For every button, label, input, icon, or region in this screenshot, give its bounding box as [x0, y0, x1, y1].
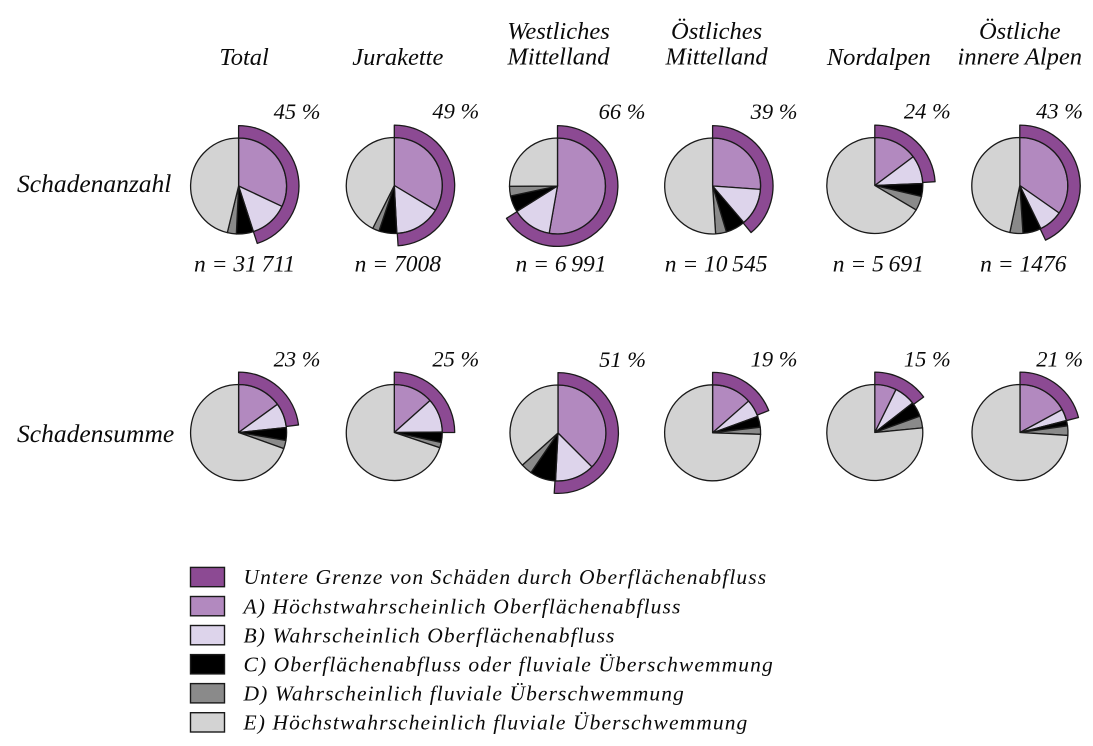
svg-text:Total: Total: [219, 44, 269, 71]
svg-text:39 %: 39 %: [750, 99, 798, 124]
svg-text:n = 10 545: n = 10 545: [665, 252, 768, 278]
svg-text:n = 5 691: n = 5 691: [833, 252, 924, 278]
svg-text:19 %: 19 %: [751, 347, 798, 372]
svg-text:B) Wahrscheinlich Oberflächena: B) Wahrscheinlich Oberflächenabfluss: [244, 623, 616, 647]
svg-text:Schadensumme: Schadensumme: [17, 419, 174, 448]
svg-text:Untere Grenze von Schäden durc: Untere Grenze von Schäden durch Oberfläc…: [244, 565, 768, 589]
svg-text:n = 6 991: n = 6 991: [515, 252, 606, 278]
svg-text:D) Wahrscheinlich fluviale Übe: D) Wahrscheinlich fluviale Überschwemmun…: [243, 681, 685, 705]
svg-text:Östliche: Östliche: [979, 17, 1061, 45]
svg-text:66 %: 66 %: [599, 99, 646, 124]
svg-text:C) Oberflächenabfluss oder flu: C) Oberflächenabfluss oder fluviale Über…: [244, 652, 774, 676]
svg-text:43 %: 43 %: [1036, 98, 1083, 123]
svg-text:Nordalpen: Nordalpen: [826, 44, 931, 71]
svg-text:Östliches: Östliches: [671, 17, 762, 45]
svg-text:Jurakette: Jurakette: [352, 44, 443, 71]
svg-text:25 %: 25 %: [432, 346, 479, 371]
svg-text:innere Alpen: innere Alpen: [958, 44, 1083, 71]
svg-text:24 %: 24 %: [904, 98, 951, 123]
svg-text:23 %: 23 %: [274, 346, 321, 371]
svg-text:45 %: 45 %: [274, 99, 321, 124]
svg-text:Mittelland: Mittelland: [665, 44, 769, 71]
svg-text:15 %: 15 %: [904, 346, 951, 371]
svg-text:E) Höchstwahrscheinlich fluvia: E) Höchstwahrscheinlich fluviale Übersch…: [243, 711, 749, 735]
svg-text:n = 1476: n = 1476: [980, 252, 1067, 278]
svg-text:n = 31 711: n = 31 711: [194, 252, 295, 278]
svg-text:21 %: 21 %: [1036, 346, 1083, 371]
svg-text:Westliches: Westliches: [507, 18, 610, 45]
svg-text:49 %: 49 %: [432, 98, 479, 123]
svg-text:Schadenanzahl: Schadenanzahl: [17, 169, 171, 198]
svg-text:n = 7008: n = 7008: [355, 252, 442, 278]
svg-text:Mittelland: Mittelland: [506, 44, 610, 71]
svg-text:51 %: 51 %: [599, 347, 646, 372]
svg-text:A) Höchstwahrscheinlich Oberfl: A) Höchstwahrscheinlich Oberflächenabflu…: [242, 594, 682, 618]
